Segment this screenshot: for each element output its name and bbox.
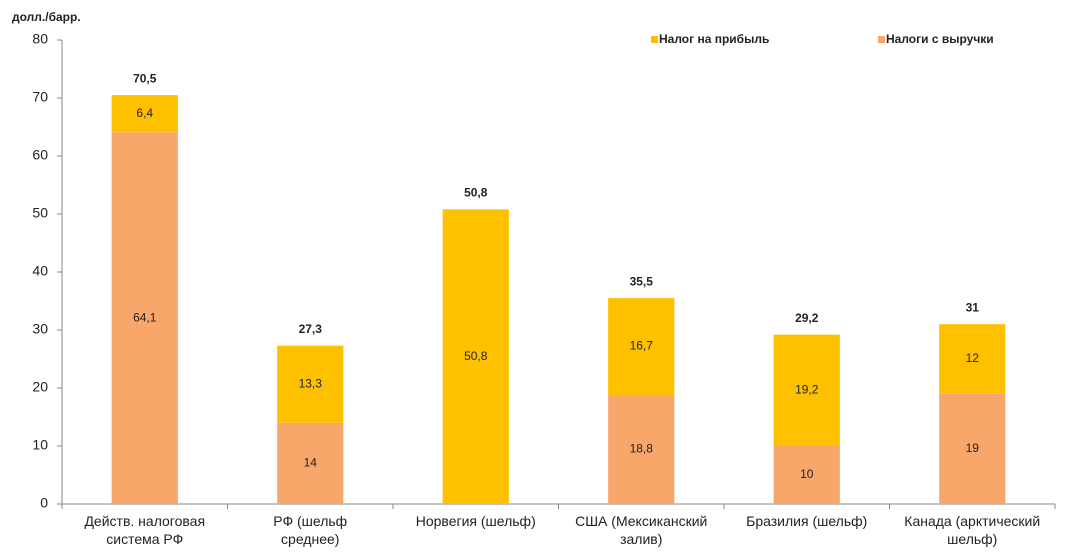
data-label: 19 bbox=[966, 441, 980, 455]
x-tick-label: Бразилия (шельф) bbox=[746, 513, 867, 529]
bar-segment bbox=[939, 324, 1006, 394]
total-label: 70,5 bbox=[133, 71, 157, 85]
x-tick-label-line: Канада (арктический bbox=[904, 513, 1040, 529]
legend-swatch bbox=[878, 36, 885, 43]
y-tick-label: 70 bbox=[32, 89, 48, 105]
x-tick-label-line: РФ (шельф bbox=[273, 513, 347, 529]
x-tick-label-line: Бразилия (шельф) bbox=[746, 513, 867, 529]
x-tick-label: Норвегия (шельф) bbox=[416, 513, 536, 529]
bar-segment bbox=[277, 345, 344, 423]
bar-segment bbox=[111, 95, 178, 133]
data-label: 18,8 bbox=[630, 442, 654, 456]
y-tick-label: 30 bbox=[32, 321, 48, 337]
y-tick-label: 40 bbox=[32, 263, 48, 279]
bar-segment bbox=[277, 422, 344, 504]
bar-segment bbox=[111, 132, 178, 504]
bar-segment bbox=[608, 394, 675, 504]
data-label: 10 bbox=[800, 467, 814, 481]
legend-swatch bbox=[651, 36, 658, 43]
total-label: 27,3 bbox=[299, 322, 323, 336]
y-tick-label: 10 bbox=[32, 437, 48, 453]
x-tick-label: США (Мексиканский залив) bbox=[575, 513, 707, 547]
x-tick-label-line: система РФ bbox=[106, 531, 183, 547]
axis-unit-label: долл./барр. bbox=[12, 10, 81, 24]
bar-segment bbox=[939, 393, 1006, 504]
total-label: 31 bbox=[966, 300, 980, 314]
x-tick-label-line: среднее) bbox=[281, 531, 339, 547]
y-tick-label: 50 bbox=[32, 205, 48, 221]
y-tick-label: 60 bbox=[32, 147, 48, 163]
y-tick-label: 80 bbox=[32, 31, 48, 47]
data-label: 6,4 bbox=[136, 106, 153, 120]
data-label: 14 bbox=[304, 456, 318, 470]
x-tick-label-line: Норвегия (шельф) bbox=[416, 513, 536, 529]
x-tick-label: РФ (шельф среднее) bbox=[273, 513, 347, 547]
y-tick-label: 0 bbox=[40, 495, 48, 511]
x-tick-label: Канада (арктический шельф) bbox=[904, 513, 1040, 547]
data-label: 13,3 bbox=[299, 376, 323, 390]
total-label: 50,8 bbox=[464, 186, 488, 200]
bar-segment bbox=[773, 334, 840, 446]
legend-label: Налог на прибыль bbox=[659, 32, 769, 46]
data-label: 16,7 bbox=[630, 339, 654, 353]
x-tick-label-line: США (Мексиканский bbox=[575, 513, 707, 529]
x-tick-label-line: залив) bbox=[620, 531, 662, 547]
bar-segment bbox=[442, 209, 509, 505]
data-label: 12 bbox=[966, 351, 980, 365]
total-label: 29,2 bbox=[795, 311, 819, 325]
total-label: 35,5 bbox=[630, 274, 654, 288]
data-label: 50,8 bbox=[464, 349, 488, 363]
data-label: 64,1 bbox=[133, 310, 157, 324]
y-tick-label: 20 bbox=[32, 379, 48, 395]
data-label: 19,2 bbox=[795, 382, 819, 396]
bar-segment bbox=[773, 446, 840, 504]
x-tick-label-line: шельф) bbox=[947, 531, 997, 547]
bar-segment bbox=[608, 298, 675, 395]
legend-label: Налоги с выручки bbox=[886, 32, 994, 46]
x-tick-label-line: Действ. налоговая bbox=[84, 513, 205, 529]
x-tick-label: Действ. налоговая система РФ bbox=[84, 513, 205, 547]
